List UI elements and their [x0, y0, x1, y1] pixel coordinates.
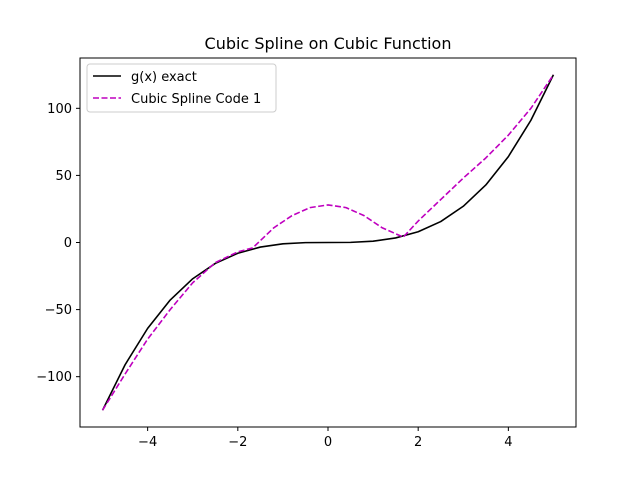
legend-label-cubic-spline: Cubic Spline Code 1 — [131, 92, 261, 107]
y-tick-label: 0 — [64, 236, 72, 251]
legend-box — [86, 63, 277, 113]
y-tick-label: −50 — [45, 303, 72, 318]
x-tick-label: 4 — [504, 435, 512, 450]
x-axis: −4 −2 0 2 4 — [138, 427, 513, 450]
x-tick-label: 0 — [324, 435, 332, 450]
y-tick-label: 100 — [47, 102, 72, 117]
y-tick-label: −100 — [36, 370, 72, 385]
legend-label-g-exact: g(x) exact — [131, 70, 197, 85]
x-tick-label: 2 — [414, 435, 422, 450]
series-line-cubic-spline — [101, 74, 555, 411]
y-axis: −100 −50 0 50 100 — [36, 102, 80, 385]
chart-title: Cubic Spline on Cubic Function — [205, 34, 452, 53]
x-tick-label: −2 — [228, 435, 247, 450]
x-tick-label: −4 — [138, 435, 157, 450]
series-line-g-exact — [101, 74, 555, 411]
legend: g(x) exact Cubic Spline Code 1 — [86, 63, 277, 113]
plot-lines — [101, 74, 555, 411]
y-tick-label: 50 — [55, 169, 72, 184]
